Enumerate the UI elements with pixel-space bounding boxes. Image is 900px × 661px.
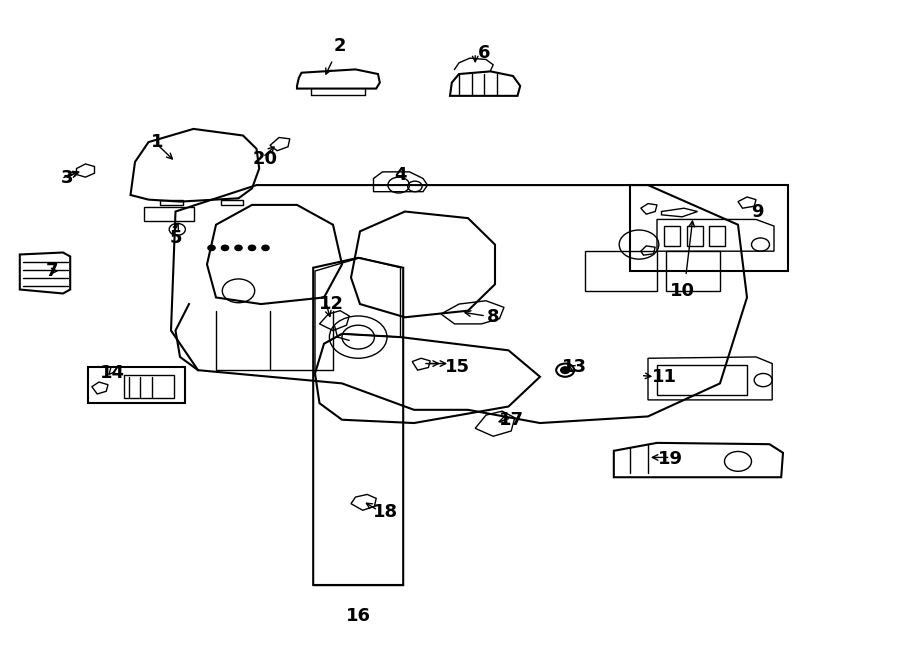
Bar (666, 251, 720, 291)
Text: 10: 10 (670, 282, 695, 300)
Bar (664, 226, 680, 246)
Text: 13: 13 (562, 358, 587, 376)
Text: 1: 1 (151, 133, 164, 151)
Text: 11: 11 (652, 368, 677, 386)
Bar (630, 185, 788, 271)
Bar (160, 200, 183, 205)
Bar (88, 367, 185, 403)
Bar (220, 200, 243, 205)
Bar (657, 365, 747, 395)
Text: 17: 17 (499, 410, 524, 429)
Text: 9: 9 (752, 202, 764, 221)
Text: 3: 3 (61, 169, 74, 188)
Bar (144, 207, 194, 221)
Bar (709, 226, 725, 246)
Text: 18: 18 (373, 503, 398, 522)
Text: 4: 4 (394, 166, 407, 184)
Bar (585, 251, 657, 291)
Bar (124, 375, 174, 398)
Text: 8: 8 (487, 308, 500, 327)
Circle shape (561, 367, 570, 373)
Text: 14: 14 (100, 364, 125, 383)
Text: 19: 19 (658, 450, 683, 469)
Text: 12: 12 (319, 295, 344, 313)
Text: 5: 5 (169, 229, 182, 247)
Bar (687, 226, 703, 246)
Text: 16: 16 (346, 607, 371, 625)
Circle shape (221, 245, 229, 251)
Circle shape (235, 245, 242, 251)
Circle shape (248, 245, 256, 251)
Circle shape (262, 245, 269, 251)
Text: 15: 15 (445, 358, 470, 376)
Circle shape (208, 245, 215, 251)
Text: 2: 2 (334, 37, 346, 56)
Text: 7: 7 (46, 262, 58, 280)
Text: 6: 6 (478, 44, 491, 62)
Text: 20: 20 (253, 149, 278, 168)
